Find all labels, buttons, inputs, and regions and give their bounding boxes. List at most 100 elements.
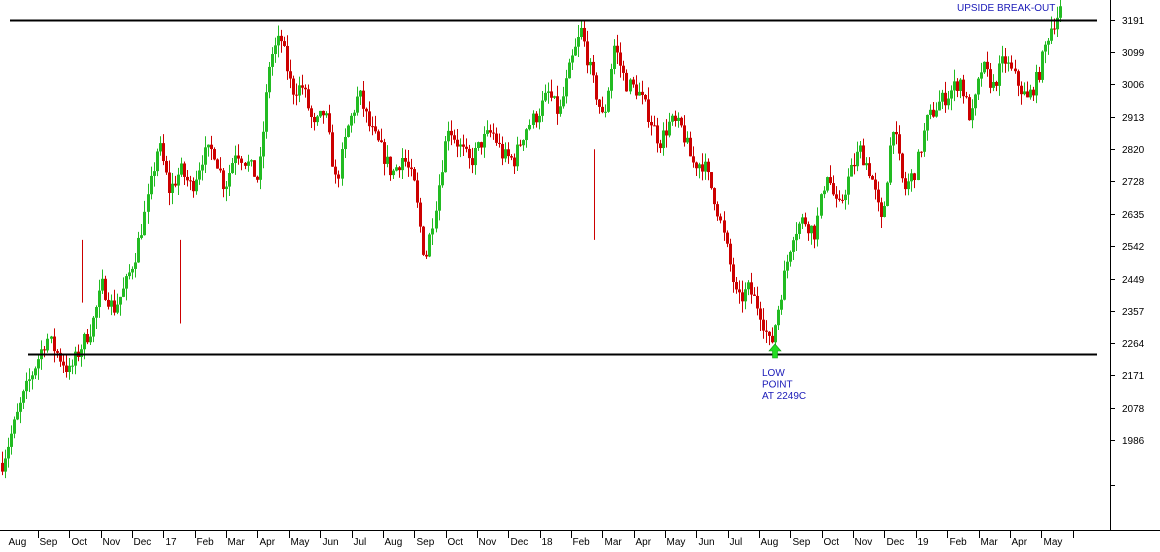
candle-down xyxy=(716,204,719,217)
candle-down xyxy=(456,139,459,147)
x-tick-label: Apr xyxy=(1012,537,1028,548)
candle-up xyxy=(607,90,610,112)
candle-up xyxy=(562,96,565,107)
candle-up xyxy=(977,78,980,95)
candle-up xyxy=(341,149,344,179)
candle-up xyxy=(198,170,201,180)
x-tick-label: Feb xyxy=(950,537,968,548)
x-tick-label: Mar xyxy=(228,537,246,548)
candle-down xyxy=(895,132,898,135)
candle-down xyxy=(719,216,722,221)
candle-down xyxy=(398,167,401,171)
candle-down xyxy=(304,87,307,90)
candle-up xyxy=(435,210,438,229)
candle-down xyxy=(237,155,240,159)
candle-up xyxy=(171,183,174,193)
candle-down xyxy=(501,143,504,159)
candle-up xyxy=(516,144,519,167)
candle-up xyxy=(359,90,362,97)
candle-up xyxy=(268,66,271,93)
candle-up xyxy=(662,130,665,149)
candle-down xyxy=(598,99,601,107)
candle-up xyxy=(25,380,28,392)
candle-up xyxy=(68,365,71,373)
candle-up xyxy=(704,161,707,172)
candle-down xyxy=(244,162,247,166)
candle-up xyxy=(128,272,131,277)
low-point-arrow-icon xyxy=(768,343,782,359)
candle-down xyxy=(468,148,471,159)
candle-down xyxy=(1010,62,1013,69)
candle-up xyxy=(347,125,350,137)
candle-up xyxy=(820,194,823,216)
candle-down xyxy=(735,282,738,290)
candle-up xyxy=(22,391,25,403)
candle-up xyxy=(992,81,995,88)
candle-up xyxy=(865,163,868,166)
candle-down xyxy=(495,133,498,143)
candle-up xyxy=(522,140,525,146)
candle-up xyxy=(998,63,1001,86)
candle-down xyxy=(56,351,59,353)
candle-down xyxy=(1004,56,1007,64)
candle-down xyxy=(762,319,765,331)
y-tick-label: 2357 xyxy=(1122,307,1145,318)
candle-up xyxy=(892,132,895,146)
candle-up xyxy=(938,101,941,111)
candle-up xyxy=(438,185,441,211)
candle-up xyxy=(356,96,359,113)
candle-down xyxy=(835,194,838,199)
candle-up xyxy=(910,173,913,182)
candle-up xyxy=(228,173,231,187)
y-tick-label: 2820 xyxy=(1122,145,1145,156)
x-tick-label: Oct xyxy=(448,537,464,548)
candle-up xyxy=(271,54,274,67)
candle-down xyxy=(1026,91,1029,98)
candle-down xyxy=(753,294,756,296)
candle-up xyxy=(929,109,932,115)
candle-up xyxy=(392,170,395,176)
candle-down xyxy=(59,352,62,362)
y-tick-label: 3006 xyxy=(1122,80,1145,91)
candle-down xyxy=(107,299,110,307)
candle-down xyxy=(1014,68,1017,72)
candle-down xyxy=(416,180,419,203)
y-tick-label: 2635 xyxy=(1122,210,1145,221)
x-tick-label: Apr xyxy=(636,537,652,548)
candle-down xyxy=(680,117,683,126)
candle-up xyxy=(143,211,146,236)
candle-up xyxy=(10,433,13,447)
candle-down xyxy=(710,172,713,189)
candle-up xyxy=(34,368,37,376)
candle-down xyxy=(616,45,619,53)
candle-up xyxy=(698,164,701,169)
candle-down xyxy=(43,349,46,351)
candle-down xyxy=(113,300,116,313)
candle-up xyxy=(486,130,489,134)
candle-down xyxy=(301,85,304,88)
candle-up xyxy=(1007,62,1010,64)
candle-down xyxy=(877,189,880,203)
candle-down xyxy=(210,144,213,150)
candle-down xyxy=(465,146,468,149)
candle-up xyxy=(629,79,632,92)
candle-up xyxy=(810,225,813,234)
candle-up xyxy=(610,68,613,91)
x-tick-label: 19 xyxy=(918,537,930,548)
candle-up xyxy=(95,307,98,318)
candle-down xyxy=(498,142,501,144)
candle-up xyxy=(568,62,571,79)
candle-down xyxy=(665,130,668,136)
candle-up xyxy=(474,148,477,166)
candle-down xyxy=(756,295,759,309)
candle-down xyxy=(625,72,628,92)
candle-down xyxy=(695,162,698,169)
candle-down xyxy=(492,132,495,134)
candle-down xyxy=(750,282,753,295)
candle-up xyxy=(74,351,77,366)
candle-up xyxy=(1059,6,1062,18)
candle-down xyxy=(1053,28,1056,30)
candle-up xyxy=(947,98,950,106)
candle-down xyxy=(768,331,771,336)
